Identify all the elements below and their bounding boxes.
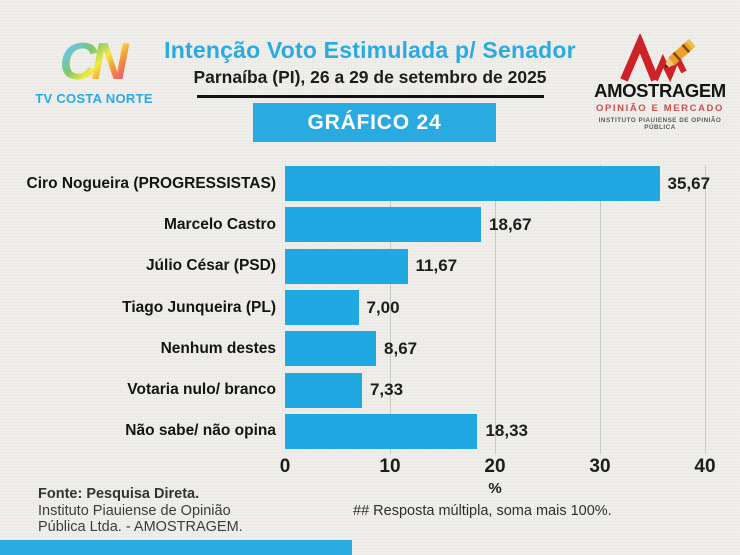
gridline bbox=[495, 165, 496, 454]
bar-track: 18,67 bbox=[285, 207, 740, 243]
amostragem-pencil-zigzag-icon bbox=[585, 34, 735, 82]
bar bbox=[285, 166, 660, 202]
bar-row: Ciro Nogueira (PROGRESSISTAS) 35,67 bbox=[0, 163, 740, 204]
bar-track: 7,33 bbox=[285, 372, 740, 408]
bar bbox=[285, 207, 482, 243]
amostragem-tagline: OPINIÃO E MERCADO bbox=[595, 102, 724, 114]
x-axis-tick: 0 bbox=[279, 456, 291, 477]
bar-value-label: 7,33 bbox=[369, 380, 404, 400]
amostragem-subtext: INSTITUTO PIAUIENSE DE OPINIÃO PÚBLICA bbox=[598, 116, 722, 131]
bar-track: 7,00 bbox=[285, 290, 740, 326]
bar-row: Júlio César (PSD) 11,67 bbox=[0, 246, 740, 287]
x-axis: 0 10 20 30 40 bbox=[280, 456, 725, 482]
source-line-2: Instituto Piauiense de Opinião bbox=[38, 502, 231, 519]
bar bbox=[285, 248, 408, 284]
bar-track: 35,67 bbox=[285, 166, 740, 202]
bar bbox=[285, 331, 377, 367]
x-axis-tick: 20 bbox=[484, 456, 506, 477]
source-note: Fonte: Pesquisa Direta. Instituto Piauie… bbox=[38, 486, 243, 536]
x-axis-tick: 40 bbox=[694, 456, 716, 477]
bar-value-label: 18,33 bbox=[485, 421, 528, 441]
bar-track: 18,33 bbox=[285, 413, 740, 449]
title-block: Intenção Voto Estimulada p/ Senador Parn… bbox=[140, 37, 600, 98]
bar-row: Não sabe/ não opina 18,33 bbox=[0, 411, 740, 452]
bar-category-label: Tiago Junqueira (PL) bbox=[122, 298, 276, 316]
bar-row: Nenhum destes 8,67 bbox=[0, 328, 740, 369]
chart-number-badge: GRÁFICO 24 bbox=[253, 103, 496, 142]
bar-category-label: Marcelo Castro bbox=[164, 215, 276, 233]
x-axis-tick: 10 bbox=[379, 456, 401, 477]
bottom-accent-strip bbox=[0, 540, 352, 555]
bar-row: Tiago Junqueira (PL) 7,00 bbox=[0, 287, 740, 328]
bar-value-label: 18,67 bbox=[489, 214, 532, 234]
bar-chart: Ciro Nogueira (PROGRESSISTAS) 35,67 Marcel… bbox=[0, 163, 740, 497]
amostragem-logo: AMOSTRAGEM OPINIÃO E MERCADO INSTITUTO P… bbox=[585, 34, 735, 131]
gridline bbox=[600, 165, 601, 454]
chart-gridlines bbox=[285, 165, 725, 454]
source-line-3: Pública Ltda. - AMOSTRAGEM. bbox=[38, 519, 243, 536]
gridline bbox=[705, 165, 706, 454]
source-line-1: Fonte: Pesquisa Direta. bbox=[38, 486, 200, 502]
bar-value-label: 11,67 bbox=[415, 256, 458, 276]
bar-category-label: Votaria nulo/ branco bbox=[127, 381, 276, 399]
bar bbox=[285, 372, 362, 408]
bar-track: 11,67 bbox=[285, 248, 740, 284]
bar bbox=[285, 413, 478, 449]
bar-track: 8,67 bbox=[285, 331, 740, 367]
x-axis-tick: 30 bbox=[589, 456, 611, 477]
bar bbox=[285, 290, 359, 326]
x-axis-label: % bbox=[488, 480, 502, 497]
bar-category-label: Não sabe/ não opina bbox=[125, 422, 276, 440]
chart-rows: Ciro Nogueira (PROGRESSISTAS) 35,67 Marcel… bbox=[0, 163, 740, 452]
bar-value-label: 35,67 bbox=[667, 173, 711, 193]
tv-costa-norte-cn-mark: CN bbox=[59, 36, 128, 88]
tv-costa-norte-label: TV COSTA NORTE bbox=[35, 91, 153, 106]
tv-costa-norte-logo: CN TV COSTA NORTE bbox=[30, 36, 158, 106]
bar-row: Votaria nulo/ branco 7,33 bbox=[0, 369, 740, 410]
bar-value-label: 8,67 bbox=[384, 338, 418, 358]
gridline bbox=[390, 165, 391, 454]
bar-category-label: Júlio César (PSD) bbox=[145, 257, 276, 275]
bar-category-label: Nenhum destes bbox=[160, 339, 276, 357]
amostragem-name: AMOSTRAGEM bbox=[594, 80, 726, 101]
bar-row: Marcelo Castro 18,67 bbox=[0, 204, 740, 245]
page-subtitle: Parnaíba (PI), 26 a 29 de setembro de 20… bbox=[193, 67, 547, 87]
bar-category-label: Ciro Nogueira (PROGRESSISTAS) bbox=[26, 174, 276, 192]
page-title: Intenção Voto Estimulada p/ Senador bbox=[164, 37, 576, 63]
title-divider bbox=[196, 95, 544, 98]
multiple-response-note: ## Resposta múltipla, soma mais 100%. bbox=[353, 503, 612, 519]
bar-value-label: 7,00 bbox=[366, 297, 400, 317]
